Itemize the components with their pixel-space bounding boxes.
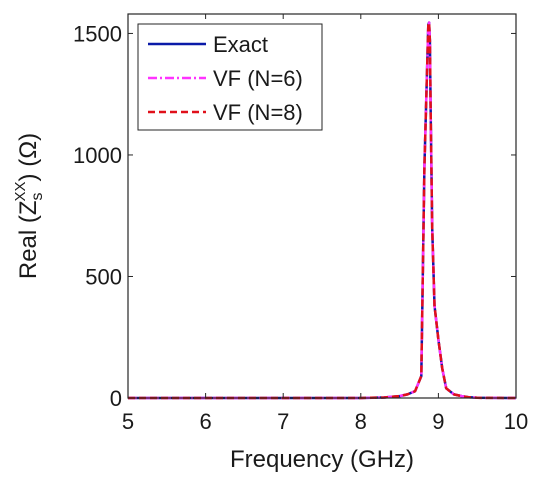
y-axis-ticks: 0 500 1000 1500 xyxy=(73,21,516,411)
x-tick-label: 10 xyxy=(504,409,528,434)
y-axis-label: Real (ZsXX) (Ω) xyxy=(12,133,46,279)
legend-label-vf8: VF (N=8) xyxy=(213,100,303,125)
legend: Exact VF (N=6) VF (N=8) xyxy=(137,23,323,131)
y-tick-label: 0 xyxy=(110,386,122,411)
y-axis-label-suffix: ) (Ω) xyxy=(15,133,42,182)
x-axis-ticks: 5 6 7 8 9 10 xyxy=(122,14,528,434)
x-tick-label: 7 xyxy=(277,409,289,434)
x-axis-label: Frequency (GHz) xyxy=(230,446,414,473)
x-tick-label: 9 xyxy=(432,409,444,434)
legend-label-exact: Exact xyxy=(213,32,268,57)
y-tick-label: 500 xyxy=(85,264,122,289)
series-line-vf-n-8 xyxy=(128,21,517,400)
y-tick-label: 1500 xyxy=(73,21,122,46)
y-axis-label-sub: s xyxy=(29,192,46,200)
axes-frame xyxy=(127,13,517,399)
y-axis-label-sup: XX xyxy=(12,181,29,201)
legend-label-vf6: VF (N=6) xyxy=(213,66,303,91)
x-tick-label: 5 xyxy=(122,409,134,434)
x-tick-label: 6 xyxy=(199,409,211,434)
y-tick-label: 1000 xyxy=(73,143,122,168)
y-axis-label-prefix: Real (Z xyxy=(15,200,42,279)
x-tick-label: 8 xyxy=(355,409,367,434)
